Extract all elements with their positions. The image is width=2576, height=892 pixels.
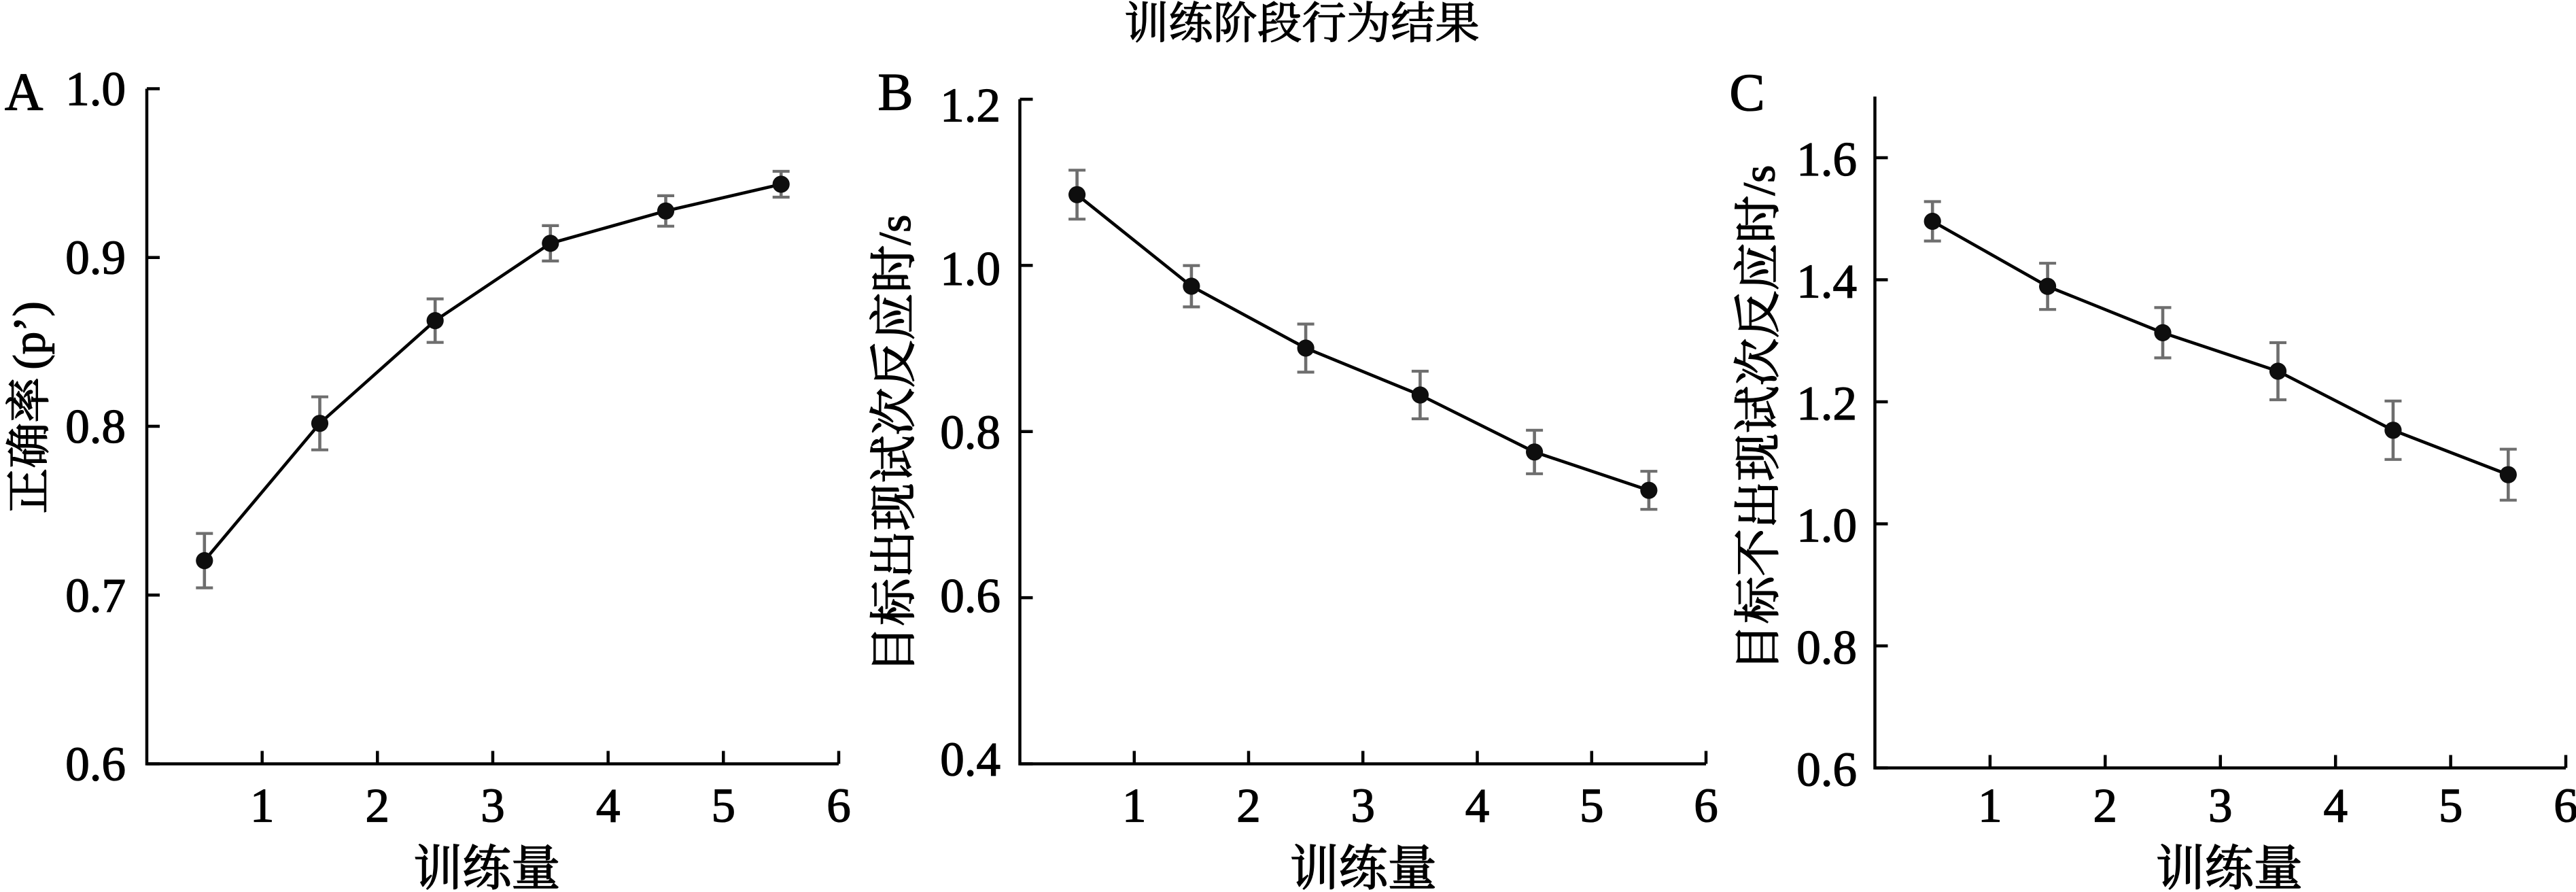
svg-text:6: 6 bbox=[1694, 780, 1718, 833]
svg-text:1: 1 bbox=[1978, 780, 2002, 833]
svg-text:4: 4 bbox=[596, 780, 621, 833]
svg-text:2: 2 bbox=[1236, 780, 1261, 833]
svg-text:1.6: 1.6 bbox=[1796, 133, 1857, 186]
svg-text:C: C bbox=[1730, 63, 1765, 122]
svg-text:5: 5 bbox=[1580, 780, 1604, 833]
svg-text:/s: /s bbox=[1735, 165, 1785, 196]
svg-text:3: 3 bbox=[1351, 780, 1375, 833]
svg-text:0.6: 0.6 bbox=[1796, 744, 1857, 797]
svg-text:1.2: 1.2 bbox=[940, 79, 1000, 132]
svg-text:1.0: 1.0 bbox=[1796, 500, 1857, 553]
svg-text:1.0: 1.0 bbox=[65, 63, 126, 116]
svg-text:0.6: 0.6 bbox=[65, 738, 126, 791]
svg-text:6: 6 bbox=[826, 780, 851, 833]
svg-text:2: 2 bbox=[366, 780, 390, 833]
svg-text:1: 1 bbox=[1122, 780, 1147, 833]
svg-text:5: 5 bbox=[2439, 780, 2463, 833]
svg-text:0.8: 0.8 bbox=[940, 406, 1000, 459]
svg-text:0.9: 0.9 bbox=[65, 232, 126, 285]
svg-text:2: 2 bbox=[2093, 780, 2118, 833]
svg-text:3: 3 bbox=[481, 780, 505, 833]
svg-text:6: 6 bbox=[2554, 780, 2576, 833]
svg-text:1.4: 1.4 bbox=[1796, 256, 1857, 309]
svg-text:(p’): (p’) bbox=[5, 301, 55, 369]
svg-text:5: 5 bbox=[712, 780, 736, 833]
svg-text:B: B bbox=[878, 63, 913, 122]
svg-text:1.2: 1.2 bbox=[1796, 377, 1857, 430]
svg-text:1: 1 bbox=[250, 780, 275, 833]
svg-text:0.8: 0.8 bbox=[65, 400, 126, 453]
svg-text:3: 3 bbox=[2208, 780, 2233, 833]
svg-text:0.8: 0.8 bbox=[1796, 621, 1857, 674]
svg-text:/s: /s bbox=[870, 215, 920, 245]
svg-text:0.4: 0.4 bbox=[940, 733, 1000, 786]
svg-text:4: 4 bbox=[2323, 780, 2348, 833]
svg-text:0.6: 0.6 bbox=[940, 570, 1000, 623]
svg-text:4: 4 bbox=[1465, 780, 1490, 833]
svg-text:1.0: 1.0 bbox=[940, 243, 1000, 296]
svg-text:0.7: 0.7 bbox=[65, 569, 126, 622]
svg-text:A: A bbox=[5, 63, 43, 122]
